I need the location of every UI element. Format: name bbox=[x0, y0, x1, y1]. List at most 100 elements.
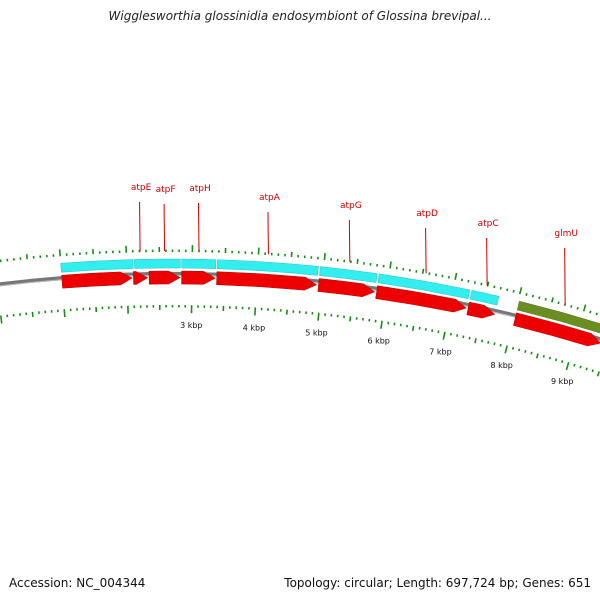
tick-mark-inner bbox=[493, 342, 496, 346]
gene-leader-line bbox=[564, 247, 566, 305]
tick-mark-inner bbox=[499, 343, 502, 347]
tick-mark-inner bbox=[573, 363, 576, 367]
cds-arrow[interactable] bbox=[181, 270, 216, 285]
backbone-highlight bbox=[0, 275, 600, 342]
tick-mark-outer bbox=[538, 296, 541, 300]
cds-arrow[interactable] bbox=[216, 271, 318, 291]
tick-mark-inner bbox=[542, 354, 545, 358]
kbp-scale-label: 7 kbp bbox=[429, 347, 451, 356]
kbp-scale-label: 3 kbp bbox=[180, 321, 202, 330]
gene-leader-line bbox=[163, 203, 166, 252]
tick-mark-inner bbox=[411, 325, 415, 331]
gene-label[interactable]: atpH bbox=[189, 184, 211, 194]
tick-mark-inner bbox=[474, 338, 477, 344]
tick-mark-outer bbox=[570, 305, 573, 308]
tick-mark-inner bbox=[511, 346, 515, 350]
cds-layer bbox=[61, 270, 600, 347]
tick-mark-inner bbox=[561, 360, 564, 364]
tick-mark-outer bbox=[512, 289, 515, 293]
tick-mark-outer bbox=[551, 297, 554, 303]
cds-arrow[interactable] bbox=[61, 271, 133, 289]
kbp-scale-label: 8 kbp bbox=[490, 361, 512, 370]
tick-mark-outer bbox=[58, 249, 61, 257]
tick-mark-outer bbox=[589, 310, 592, 314]
backbone-line bbox=[0, 272, 600, 342]
tick-mark-outer bbox=[454, 272, 458, 280]
feature-segment-cyan[interactable] bbox=[216, 259, 319, 276]
tick-mark-outer bbox=[576, 306, 579, 310]
tick-mark-inner bbox=[518, 348, 521, 352]
tick-mark-outer bbox=[499, 286, 502, 290]
tick-mark-outer bbox=[557, 301, 560, 305]
tick-mark-outer bbox=[506, 288, 509, 292]
gene-label[interactable]: atpG bbox=[340, 201, 362, 211]
tick-mark-outer bbox=[519, 287, 523, 295]
tick-mark-inner bbox=[596, 371, 600, 377]
tick-mark-outer bbox=[525, 293, 528, 296]
gene-leader-line bbox=[348, 219, 351, 262]
kbp-scale-label: 9 kbp bbox=[551, 377, 573, 386]
feature-segment-cyan[interactable] bbox=[319, 266, 378, 283]
tick-mark-inner bbox=[530, 351, 533, 355]
tick-mark-inner bbox=[317, 312, 320, 321]
tick-mark-inner bbox=[480, 339, 484, 343]
gene-leader-line bbox=[425, 227, 427, 274]
tick-mark-inner bbox=[504, 345, 508, 354]
feature-segment-cyan[interactable] bbox=[469, 290, 500, 306]
kbp-scale-label: 4 kbp bbox=[243, 323, 265, 332]
feature-segment-cyan[interactable] bbox=[60, 259, 134, 273]
gene-label[interactable]: atpE bbox=[131, 183, 152, 193]
tick-mark-inner bbox=[0, 315, 3, 324]
tick-mark-outer bbox=[544, 298, 547, 301]
tick-mark-inner bbox=[349, 316, 352, 322]
tick-mark-inner bbox=[535, 353, 539, 359]
tick-mark-inner bbox=[548, 356, 552, 360]
cds-arrow[interactable] bbox=[133, 271, 149, 285]
tick-mark-outer bbox=[323, 252, 326, 261]
kbp-scale-label: 6 kbp bbox=[367, 337, 389, 346]
cds-arrow[interactable] bbox=[466, 301, 496, 319]
tick-layer bbox=[0, 245, 600, 377]
genome-stats-text: Topology: circular; Length: 697,724 bp; … bbox=[284, 576, 591, 590]
gene-label[interactable]: atpA bbox=[259, 193, 281, 203]
tick-mark-outer bbox=[595, 312, 598, 316]
gene-label[interactable]: atpD bbox=[416, 209, 438, 219]
gene-label[interactable]: atpF bbox=[156, 185, 176, 195]
gene-leader-line bbox=[197, 202, 200, 252]
gene-label[interactable]: atpC bbox=[478, 219, 499, 229]
tick-mark-inner bbox=[579, 365, 582, 369]
tick-mark-outer bbox=[480, 282, 483, 286]
cds-arrow[interactable] bbox=[375, 285, 467, 313]
cds-arrow[interactable] bbox=[513, 312, 600, 347]
tick-mark-inner bbox=[487, 340, 490, 344]
gene-label[interactable]: glmU bbox=[554, 229, 578, 239]
kbp-scale-label: 5 kbp bbox=[305, 329, 327, 338]
tick-mark-inner bbox=[585, 367, 588, 371]
feature-segment-olive[interactable] bbox=[516, 300, 600, 334]
backbone-layer bbox=[0, 272, 600, 342]
tick-mark-inner bbox=[462, 335, 465, 339]
feature-segment-cyan[interactable] bbox=[377, 273, 471, 300]
gene-leader-line bbox=[139, 201, 141, 252]
tick-mark-inner bbox=[442, 331, 446, 340]
tick-mark-inner bbox=[380, 320, 383, 329]
cds-arrow[interactable] bbox=[317, 278, 376, 297]
tick-mark-inner bbox=[591, 369, 594, 373]
feature-segment-cyan[interactable] bbox=[134, 258, 181, 269]
accession-text: Accession: NC_004344 bbox=[9, 576, 146, 590]
feature-layer bbox=[60, 258, 500, 306]
gene-label-layer: atpE atpF atpH atpA atpG atpD atpC glmU bbox=[131, 183, 578, 305]
tick-mark-outer bbox=[421, 268, 425, 274]
tick-mark-inner bbox=[63, 309, 66, 318]
tick-mark-inner bbox=[554, 358, 558, 362]
feature-segment-cyan[interactable] bbox=[181, 258, 217, 269]
tick-mark-outer bbox=[467, 279, 470, 283]
gene-leader-line bbox=[267, 211, 269, 255]
gene-leader-line bbox=[486, 237, 488, 286]
tick-mark-outer bbox=[473, 281, 476, 284]
cds-arrow[interactable] bbox=[148, 270, 181, 285]
map-title: Wigglesworthia glossinidia endosymbiont … bbox=[108, 9, 492, 23]
